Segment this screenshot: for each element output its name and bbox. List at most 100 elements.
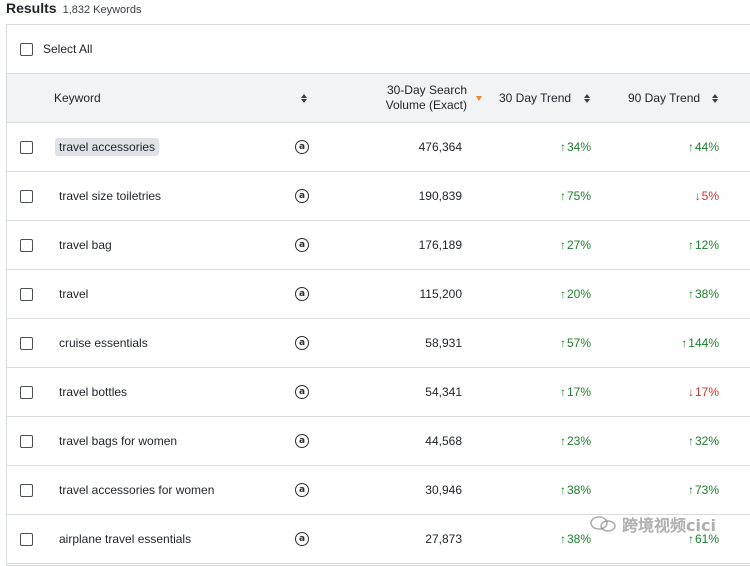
keyword-text[interactable]: travel bottles — [59, 385, 128, 399]
trend90-value: ↑ 12% — [688, 238, 719, 252]
keyword-column-header[interactable]: Keyword — [54, 91, 101, 105]
search-volume-value: 476,364 — [418, 140, 462, 154]
row-checkbox[interactable] — [20, 287, 33, 301]
row-checkbox[interactable] — [20, 238, 33, 252]
trend90-value: ↓ 5% — [695, 189, 719, 203]
row-checkbox[interactable] — [20, 140, 33, 154]
trend90-column-header[interactable]: 90 Day Trend — [628, 91, 701, 105]
results-header: Results 1,832 Keywords — [6, 0, 141, 20]
table-row[interactable]: travel size toiletries a 190,839 ↑ 75% ↓ 5% — [7, 172, 750, 221]
search-volume-value: 27,873 — [425, 532, 462, 546]
search-volume-value: 176,189 — [418, 238, 462, 252]
trend90-value: ↓ 17% — [688, 385, 719, 399]
arrow-up-icon: ↑ — [687, 483, 694, 497]
table-row[interactable]: airplane travel essentials a 27,873 ↑ 38% ↑ 61… — [7, 515, 750, 564]
search-volume-column-header[interactable]: 30-Day Search Volume (Exact) — [375, 74, 467, 122]
trend30-column-header[interactable]: 30 Day Trend — [499, 91, 572, 105]
amazon-logo-icon[interactable]: a — [295, 287, 309, 301]
search-volume-value: 115,200 — [419, 287, 463, 301]
trend30-value: ↑ 38% — [560, 532, 591, 546]
row-checkbox[interactable] — [20, 434, 33, 448]
table-row[interactable]: travel a 115,200 ↑ 20% ↑ 38% — [7, 270, 750, 319]
arrow-down-icon: ↓ — [694, 189, 701, 203]
trend30-value: ↑ 38% — [560, 483, 591, 497]
trend90-percent: 12% — [694, 238, 719, 252]
amazon-logo-icon[interactable]: a — [295, 532, 309, 546]
table-body: travel accessories a 476,364 ↑ 34% ↑ 44% travel… — [7, 123, 750, 564]
search-volume-sort-desc-icon[interactable] — [476, 74, 482, 122]
select-all-checkbox[interactable] — [20, 42, 33, 56]
arrow-up-icon: ↑ — [559, 483, 566, 497]
trend30-percent: 34% — [566, 140, 591, 154]
select-all-row: Select All — [7, 25, 750, 74]
arrow-up-icon: ↑ — [681, 336, 688, 350]
search-volume-header-line1: 30-Day Search — [386, 83, 467, 97]
amazon-logo-icon[interactable]: a — [295, 238, 309, 252]
trend90-sort-icon[interactable] — [712, 74, 718, 122]
table-row[interactable]: travel bottles a 54,341 ↑ 17% ↓ 17% — [7, 368, 750, 417]
trend30-sort-icon[interactable] — [584, 74, 590, 122]
table-row[interactable]: travel accessories for women a 30,946 ↑ 38% ↑… — [7, 466, 750, 515]
amazon-logo-icon[interactable]: a — [295, 483, 309, 497]
arrow-up-icon: ↑ — [687, 140, 694, 154]
arrow-up-icon: ↑ — [559, 189, 566, 203]
table-row[interactable]: travel bags for women a 44,568 ↑ 23% ↑ 32% — [7, 417, 750, 466]
trend90-percent: 44% — [694, 140, 719, 154]
trend90-percent: 17% — [694, 385, 719, 399]
trend30-value: ↑ 23% — [560, 434, 591, 448]
trend90-percent: 32% — [694, 434, 719, 448]
keyword-text[interactable]: travel accessories for women — [59, 483, 215, 497]
trend30-value: ↑ 75% — [560, 189, 591, 203]
arrow-up-icon: ↑ — [559, 434, 566, 448]
arrow-up-icon: ↑ — [559, 385, 566, 399]
arrow-up-icon: ↑ — [687, 434, 694, 448]
keyword-sort-icon[interactable] — [301, 74, 307, 122]
trend90-percent: 5% — [701, 189, 719, 203]
trend90-value: ↑ 61% — [688, 532, 719, 546]
select-all-label[interactable]: Select All — [43, 42, 93, 56]
trend30-percent: 38% — [566, 483, 591, 497]
amazon-logo-icon[interactable]: a — [295, 434, 309, 448]
row-checkbox[interactable] — [20, 336, 33, 350]
keyword-text[interactable]: travel size toiletries — [59, 189, 162, 203]
trend90-percent: 38% — [694, 287, 719, 301]
search-volume-header-line2: Volume (Exact) — [385, 98, 467, 112]
trend30-value: ↑ 17% — [560, 385, 591, 399]
keyword-text[interactable]: travel accessories — [55, 138, 160, 156]
trend30-percent: 20% — [566, 287, 591, 301]
arrow-down-icon: ↓ — [687, 385, 694, 399]
keyword-text[interactable]: travel bags for women — [59, 434, 178, 448]
keyword-text[interactable]: travel — [59, 287, 89, 301]
amazon-logo-icon[interactable]: a — [295, 336, 309, 350]
amazon-logo-icon[interactable]: a — [295, 385, 309, 399]
results-title: Results — [6, 0, 57, 16]
table-row[interactable]: cruise essentials a 58,931 ↑ 57% ↑ 144% — [7, 319, 750, 368]
keyword-text[interactable]: airplane travel essentials — [59, 532, 192, 546]
arrow-up-icon: ↑ — [687, 287, 694, 301]
trend90-percent: 61% — [694, 532, 719, 546]
trend90-value: ↑ 144% — [681, 336, 719, 350]
trend30-value: ↑ 27% — [560, 238, 591, 252]
table-row[interactable]: travel bag a 176,189 ↑ 27% ↑ 12% — [7, 221, 750, 270]
amazon-logo-icon[interactable]: a — [295, 140, 309, 154]
row-checkbox[interactable] — [20, 385, 33, 399]
amazon-logo-icon[interactable]: a — [295, 189, 309, 203]
trend90-value: ↑ 32% — [688, 434, 719, 448]
search-volume-value: 54,341 — [425, 385, 462, 399]
trend90-value: ↑ 38% — [688, 287, 719, 301]
trend30-value: ↑ 20% — [560, 287, 591, 301]
search-volume-value: 30,946 — [425, 483, 462, 497]
arrow-up-icon: ↑ — [559, 287, 566, 301]
arrow-up-icon: ↑ — [687, 238, 694, 252]
keyword-text[interactable]: travel bag — [59, 238, 112, 252]
keyword-text[interactable]: cruise essentials — [59, 336, 148, 350]
arrow-up-icon: ↑ — [559, 336, 566, 350]
row-checkbox[interactable] — [20, 483, 33, 497]
results-table-panel: Select All Keyword 30-Day Search Volume … — [6, 24, 750, 566]
table-row[interactable]: travel accessories a 476,364 ↑ 34% ↑ 44% — [7, 123, 750, 172]
trend90-percent: 144% — [688, 336, 719, 350]
search-volume-value: 44,568 — [425, 434, 462, 448]
row-checkbox[interactable] — [20, 189, 33, 203]
row-checkbox[interactable] — [20, 532, 33, 546]
trend30-percent: 75% — [566, 189, 591, 203]
